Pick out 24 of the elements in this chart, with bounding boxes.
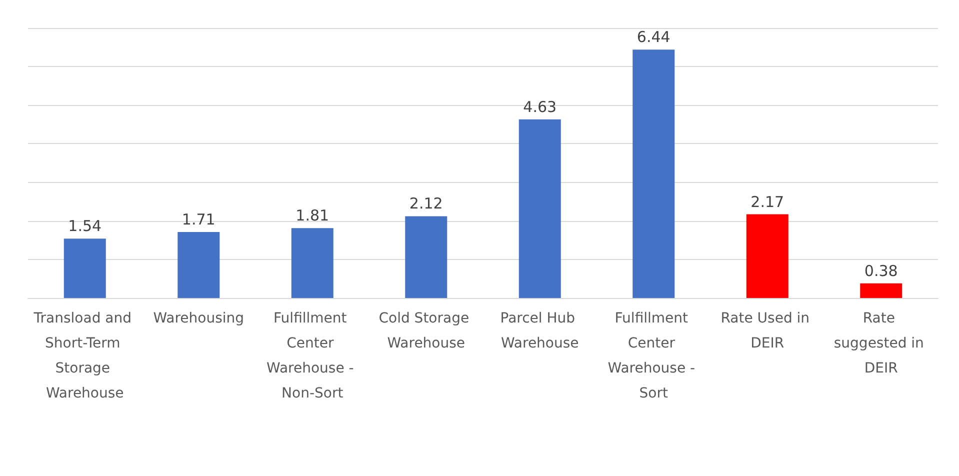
x-tick-label: Cold Storage Warehouse <box>378 310 474 352</box>
bar <box>64 238 106 298</box>
bar <box>518 119 561 298</box>
bar <box>178 232 220 298</box>
x-tick-label: Rate Used in DEIR <box>720 310 814 352</box>
x-tick-label: Parcel Hub Warehouse <box>500 310 580 352</box>
bar <box>632 50 675 298</box>
data-label: 4.63 <box>523 98 557 116</box>
x-tick-label: Fulfillment Center Warehouse - Non-Sort <box>266 310 358 402</box>
x-tick-label: Transload and Short-Term Storage Warehouse <box>32 310 136 402</box>
x-tick-label: Warehousing <box>153 310 244 326</box>
data-label: 2.12 <box>409 194 443 213</box>
data-label: 1.81 <box>296 206 330 225</box>
data-label: 1.71 <box>182 210 216 229</box>
bar <box>405 216 448 298</box>
data-label: 6.44 <box>636 28 670 46</box>
data-label: 2.17 <box>750 192 784 211</box>
data-label: 1.54 <box>68 217 102 236</box>
data-label: 0.38 <box>864 262 898 280</box>
bar <box>746 214 788 298</box>
x-tick-label: Rate suggested in DEIR <box>834 310 928 376</box>
bar <box>291 228 334 298</box>
x-tick-label: Fulfillment Center Warehouse - Sort <box>608 310 700 402</box>
bar <box>860 283 902 298</box>
